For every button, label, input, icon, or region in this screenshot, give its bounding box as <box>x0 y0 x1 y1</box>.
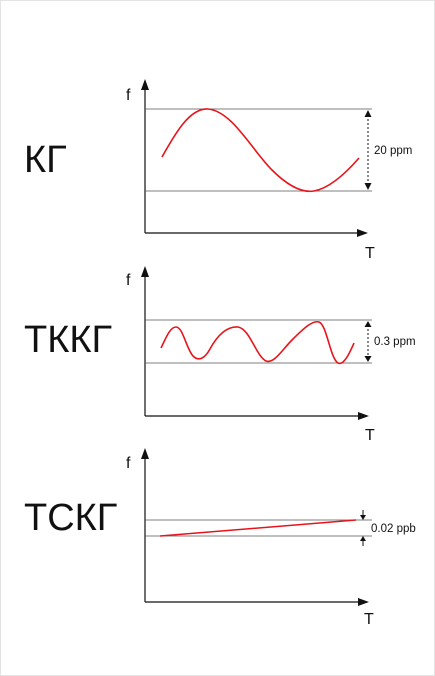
range-label-kg: 20 ppm <box>374 145 412 157</box>
y-axis-arrow-icon <box>141 448 149 459</box>
x-axis-label: T <box>365 427 375 444</box>
y-axis-arrow-icon <box>141 79 149 90</box>
x-axis-arrow-icon <box>358 412 369 420</box>
y-axis-arrow-icon <box>141 266 149 277</box>
range-arrow-up-icon <box>360 536 366 541</box>
panel-kg: КГ f T 20 ppm <box>24 79 412 262</box>
panel-label-tskg: ТСКГ <box>24 497 117 539</box>
x-axis-arrow-icon <box>358 598 369 606</box>
range-arrow-down-icon <box>364 356 372 362</box>
range-arrow-down-icon <box>360 515 366 520</box>
frequency-curve-kg <box>161 108 360 193</box>
range-arrow-up-icon <box>364 110 372 117</box>
x-axis-label: T <box>364 611 374 628</box>
panel-label-kg: КГ <box>24 139 67 181</box>
panel-tkkg: ТККГ f T 0.3 ppm <box>24 266 416 444</box>
frequency-curve-tskg <box>159 519 357 537</box>
panel-tskg: ТСКГ f T 0.02 ppb <box>24 448 416 628</box>
panel-label-tkkg: ТККГ <box>24 319 112 361</box>
x-axis-arrow-icon <box>357 229 368 237</box>
frequency-curve-tkkg <box>160 320 355 365</box>
range-label-tkkg: 0.3 ppm <box>374 336 416 348</box>
y-axis-label: f <box>126 455 131 472</box>
x-axis-label: T <box>365 245 375 262</box>
range-arrow-up-icon <box>364 321 372 327</box>
range-arrow-down-icon <box>364 183 372 190</box>
y-axis-label: f <box>126 272 131 289</box>
range-label-tskg: 0.02 ppb <box>371 523 416 535</box>
y-axis-label: f <box>126 87 131 104</box>
